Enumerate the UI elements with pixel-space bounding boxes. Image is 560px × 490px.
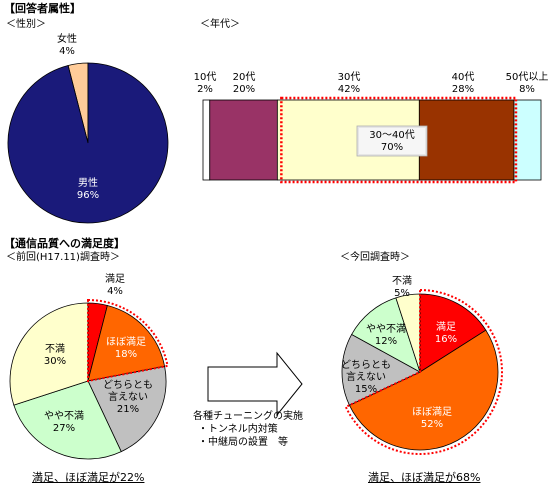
age-bar-4 — [513, 99, 542, 181]
pie-slice-mostly-satisfied — [87, 304, 166, 382]
pie-slice-mostly-satisfied — [348, 329, 499, 451]
pie-slice-satisfied — [419, 293, 487, 373]
age-label-4: 50代以上 8% — [506, 71, 549, 95]
gender-pie-chart: 男性 96% 女性 4% — [7, 32, 169, 224]
age-highlight-frame — [280, 96, 518, 184]
age-label-2: 30代 42% — [338, 71, 361, 95]
previous-summary: 満足、ほぼ満足が22% — [32, 471, 145, 484]
pie-slice-male — [7, 62, 169, 224]
age-label-3: 40代 28% — [452, 71, 475, 95]
previous-label-somewhat-dissatisfied: やや不満 27% — [44, 410, 84, 434]
previous-label-satisfied: 満足 4% — [105, 273, 125, 297]
current-label-dissatisfied: 不満 5% — [392, 275, 412, 299]
previous-satisfaction-pie-chart: 満足 4% ほぼ満足 18% どちらとも言えない 21% やや不満 27% 不満 30% — [9, 273, 169, 460]
label-female: 女性 4% — [57, 32, 77, 57]
previous-label-neutral: どちらとも言えない 21% — [103, 379, 153, 415]
previous-subheader: ＜前回(H17.11)調査時＞ — [6, 252, 120, 263]
pie-slice-neutral — [87, 365, 167, 453]
age-bar-1 — [209, 99, 278, 181]
label-male: 男性 96% — [77, 176, 99, 201]
pie-slice-neutral — [341, 333, 421, 406]
age-stacked-bar-chart: 10代 2% 20代 20% 30代 42% 40代 28% 50代以上 8% 30～40代 70% — [194, 71, 549, 184]
previous-label-mostly-satisfied: ほぼ満足 18% — [106, 336, 146, 360]
current-label-neutral: どちらとも言えない 15% — [341, 359, 391, 395]
age-subheader: ＜年代＞ — [200, 19, 240, 30]
current-highlight-arc — [344, 288, 503, 455]
satisfaction-header: 【通信品質への満足度】 — [4, 237, 125, 250]
age-label-0: 10代 2% — [194, 71, 217, 95]
current-subheader: ＜今回調査時＞ — [340, 252, 410, 263]
tuning-text-line3: ・中継局の設置 等 — [198, 437, 288, 448]
age-annotation-text: 30～40代 70% — [369, 129, 414, 153]
current-label-somewhat-dissatisfied: やや不満 12% — [366, 323, 406, 347]
current-label-satisfied: 満足 16% — [435, 321, 457, 345]
current-summary: 満足、ほぼ満足が68% — [368, 471, 481, 484]
age-bar-2 — [276, 99, 420, 181]
pie-slice-dissatisfied — [9, 302, 89, 406]
gender-subheader: ＜性別＞ — [6, 19, 46, 30]
pie-slice-somewhat-dissatisfied — [13, 380, 122, 460]
age-bar-3 — [418, 99, 515, 181]
tuning-text-line2: ・トンネル内対策 — [198, 424, 278, 435]
age-bar-0 — [202, 99, 211, 181]
age-label-1: 20代 20% — [233, 71, 256, 95]
age-annotation-box-inner — [359, 128, 425, 154]
current-satisfaction-pie-chart: 満足 16% ほぼ満足 52% どちらとも言えない 15% やや不満 12% 不満 5% — [341, 275, 503, 455]
transition-arrow-icon — [207, 351, 303, 417]
current-label-mostly-satisfied: ほぼ満足 52% — [412, 406, 452, 430]
previous-highlight-arc — [87, 298, 169, 383]
respondents-header: 【回答者属性】 — [4, 2, 81, 15]
previous-label-dissatisfied: 不満 30% — [44, 343, 66, 367]
tuning-text-line1: 各種チューニングの実施 — [193, 411, 303, 422]
